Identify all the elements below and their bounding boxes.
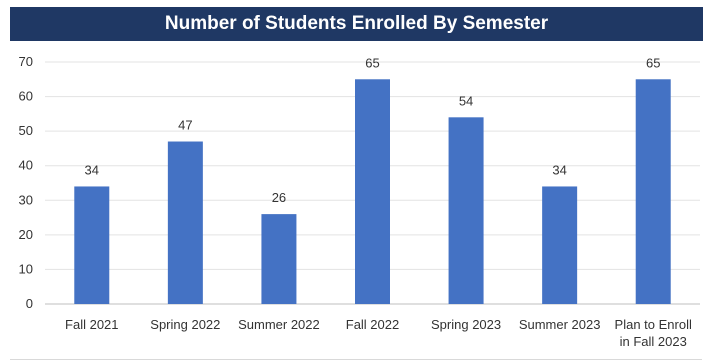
bottom-divider xyxy=(10,359,702,360)
data-label: 26 xyxy=(272,190,286,205)
chart-title-bar: Number of Students Enrolled By Semester xyxy=(10,7,703,41)
y-tick-label: 50 xyxy=(19,123,33,138)
x-tick-label: Spring 2023 xyxy=(431,317,501,332)
y-tick-label: 40 xyxy=(19,158,33,173)
bar xyxy=(261,214,297,304)
x-tick-label: Summer 2022 xyxy=(238,317,320,332)
chart-title: Number of Students Enrolled By Semester xyxy=(164,13,549,34)
data-label: 65 xyxy=(365,55,379,70)
x-tick-label: Plan to Enroll xyxy=(615,317,692,332)
data-label: 65 xyxy=(646,55,660,70)
x-tick-label: Summer 2023 xyxy=(519,317,601,332)
bar xyxy=(448,117,484,304)
bar xyxy=(74,186,110,304)
x-tick-label: Spring 2022 xyxy=(150,317,220,332)
bar xyxy=(635,79,671,305)
data-label: 34 xyxy=(552,162,566,177)
y-tick-label: 60 xyxy=(19,89,33,104)
data-label: 54 xyxy=(459,93,473,108)
y-tick-label: 10 xyxy=(19,261,33,276)
y-tick-label: 70 xyxy=(19,54,33,69)
data-label: 34 xyxy=(85,162,99,177)
x-tick-label: Fall 2021 xyxy=(65,317,118,332)
y-tick-label: 0 xyxy=(26,296,33,311)
bar xyxy=(542,186,578,304)
data-label: 47 xyxy=(178,118,192,133)
x-tick-label: in Fall 2023 xyxy=(620,334,687,349)
bar xyxy=(355,79,390,305)
bar xyxy=(167,141,203,304)
x-tick-label: Fall 2022 xyxy=(346,317,399,332)
y-tick-label: 20 xyxy=(19,227,33,242)
y-tick-label: 30 xyxy=(19,192,33,207)
